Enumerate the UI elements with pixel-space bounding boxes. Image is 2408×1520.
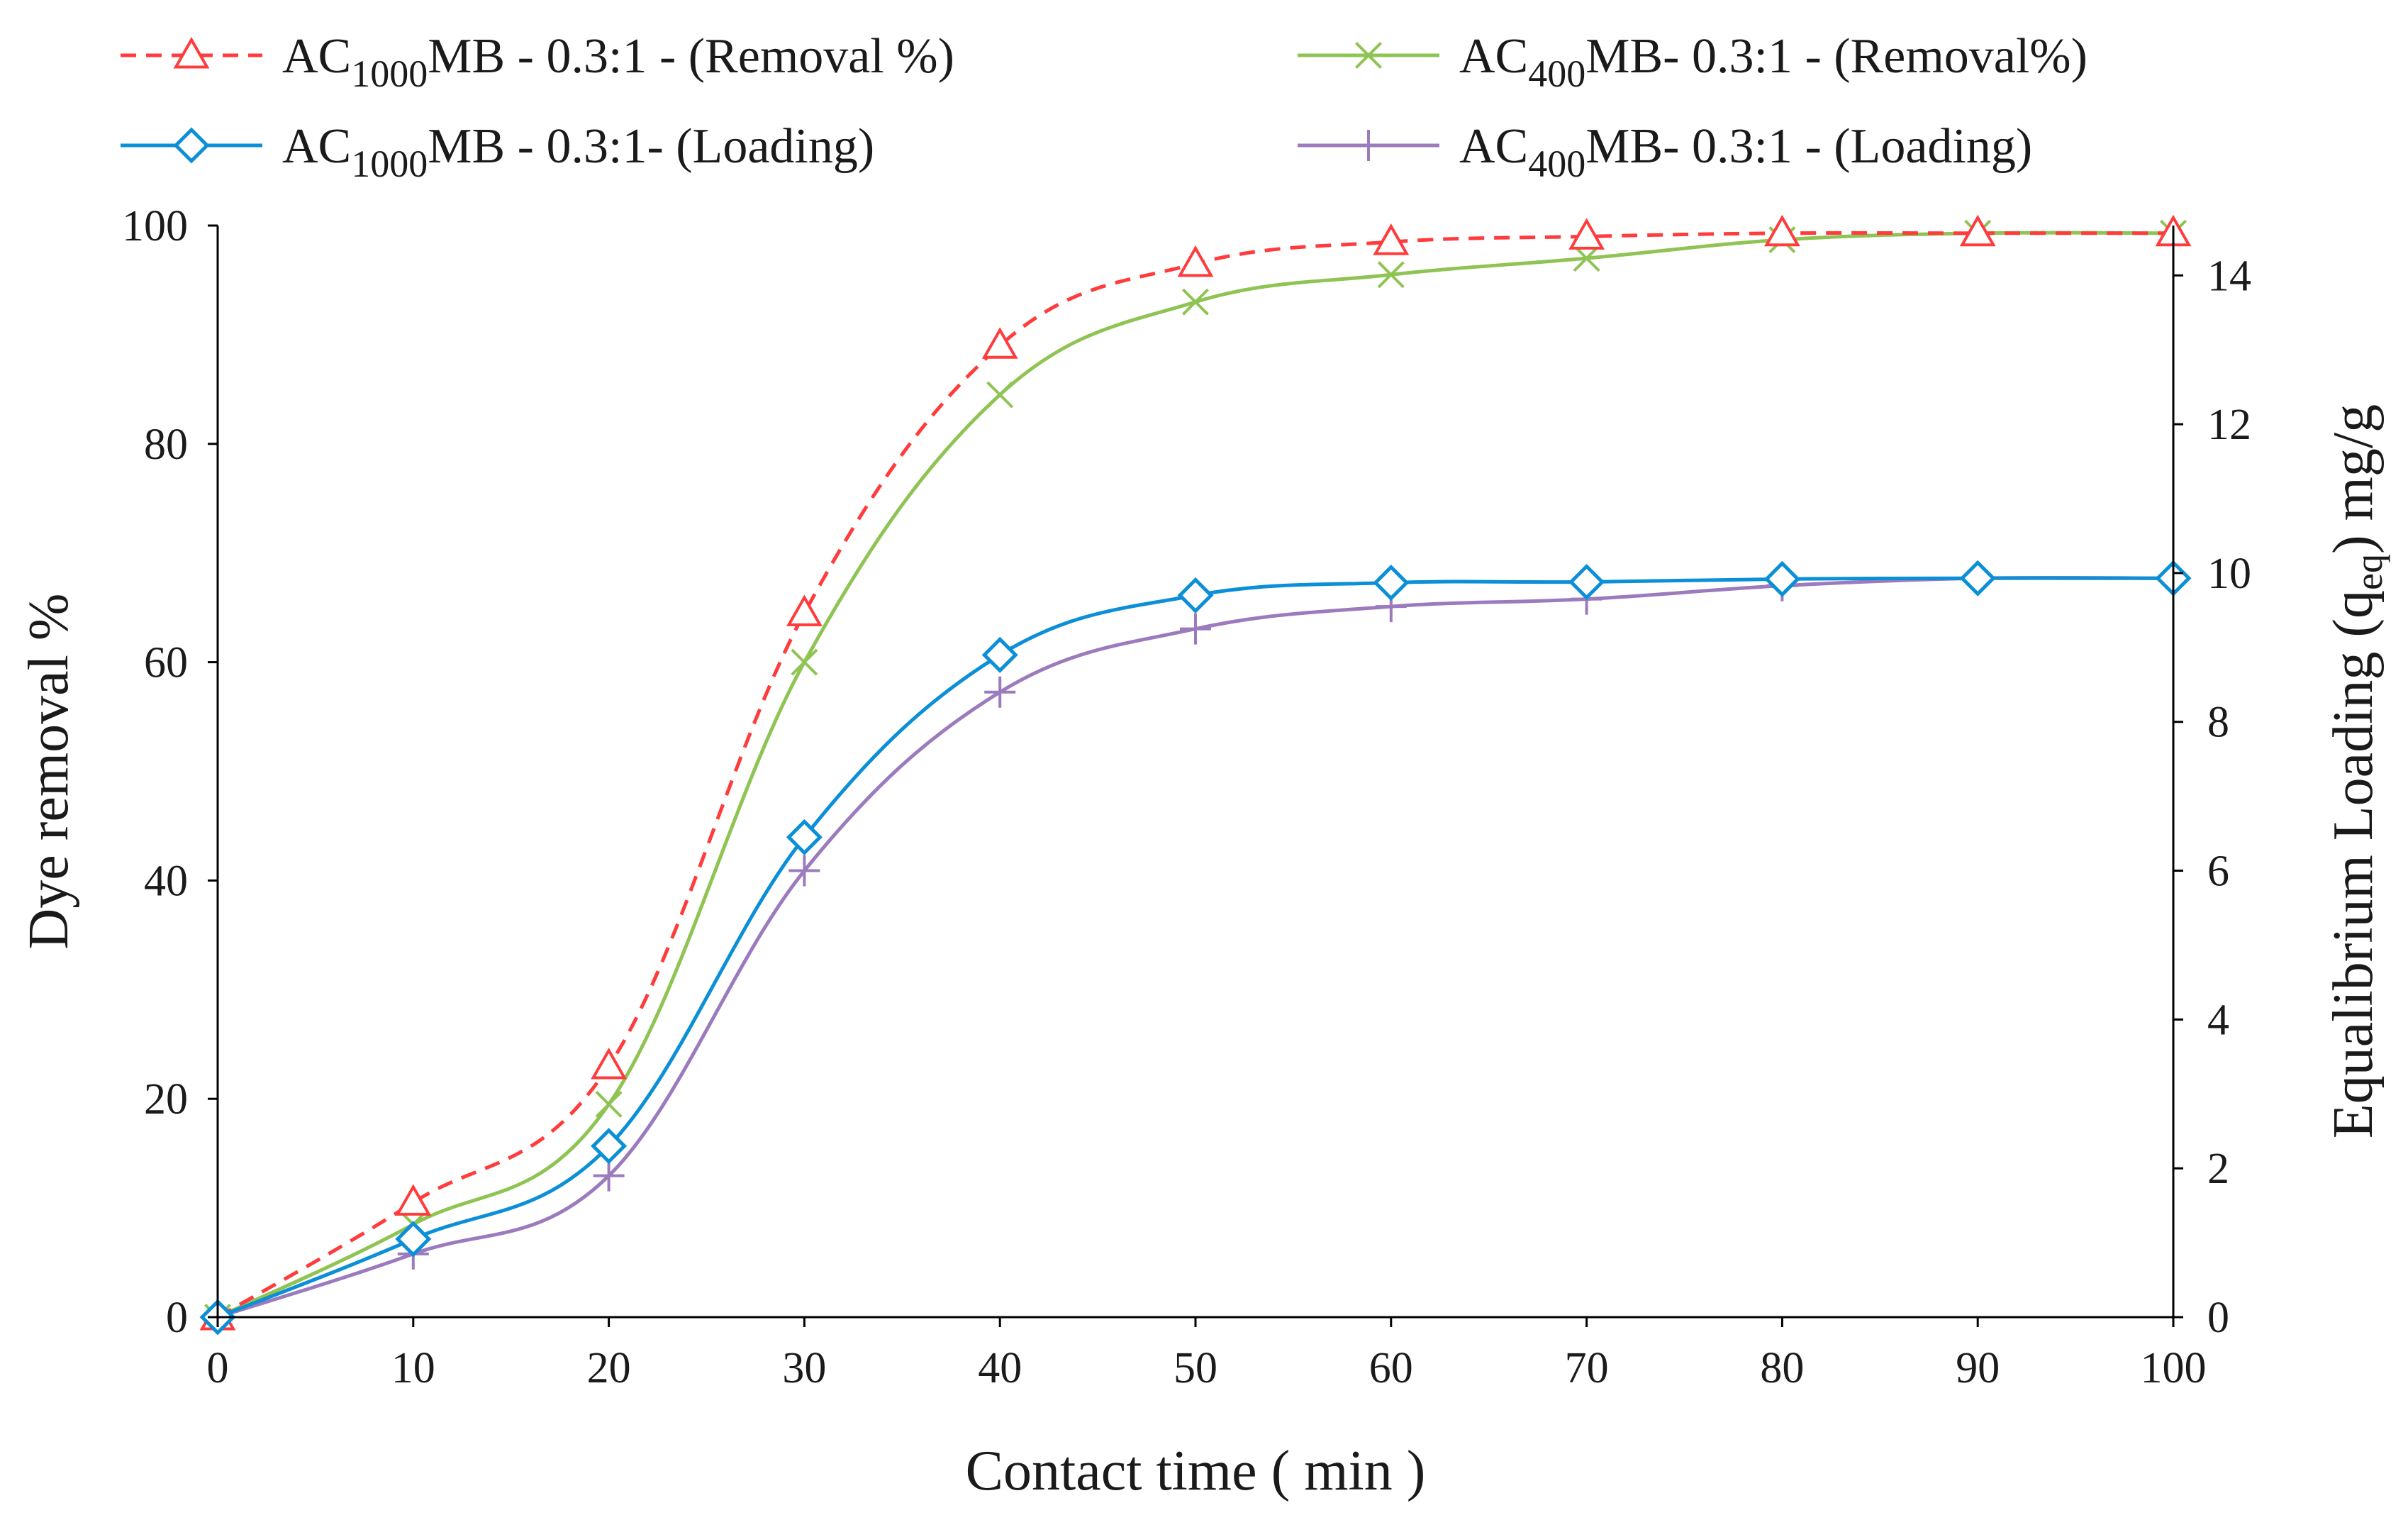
- triangle-marker: [1959, 214, 1996, 247]
- x-tick-label: 10: [391, 1344, 435, 1392]
- y-tick-label: 100: [122, 202, 188, 250]
- legend-label-sub: 400: [1528, 52, 1585, 95]
- diamond-marker: [1177, 577, 1214, 614]
- legend-label: AC1000MB - 0.3:1 - (Removal %): [282, 29, 954, 95]
- diamond-marker: [981, 636, 1018, 673]
- x-marker: [1573, 245, 1600, 272]
- plus-marker: [1180, 613, 1211, 645]
- y2-axis-title-sub: eq: [2348, 554, 2390, 590]
- legend-item: AC1000MB - 0.3:1 - (Removal %): [121, 29, 954, 95]
- x-tick-label: 50: [1174, 1344, 1217, 1392]
- x-tick-label: 0: [207, 1344, 229, 1392]
- legend-label-rest: MB - 0.3:1 - (Removal %): [428, 29, 954, 84]
- x-marker: [595, 1090, 623, 1118]
- x-tick-label: 60: [1369, 1344, 1413, 1392]
- triangle-marker: [1763, 214, 1800, 247]
- triangle-marker: [1373, 223, 1410, 255]
- diamond-marker: [1763, 560, 1800, 597]
- diamond-marker: [395, 1221, 432, 1258]
- diamond-marker: [591, 1128, 628, 1165]
- triangle-marker: [1568, 218, 1605, 250]
- triangle-marker: [1177, 245, 1214, 277]
- series-line: [217, 576, 2174, 1319]
- series-line: [216, 231, 2174, 1319]
- diamond-marker: [173, 127, 210, 164]
- legend-label: AC400MB- 0.3:1 - (Loading): [1459, 119, 2032, 185]
- legend-label-sub: 1000: [351, 52, 428, 95]
- x-marker: [791, 648, 818, 676]
- y2-tick-label: 4: [2207, 996, 2229, 1044]
- series-1: [199, 560, 2192, 1336]
- series-line: [217, 575, 2174, 1319]
- y2-tick-label: 12: [2207, 401, 2251, 449]
- x-marker: [1377, 261, 1405, 289]
- legend-label-sub: 1000: [351, 143, 428, 185]
- x-marker: [1181, 288, 1210, 316]
- diamond-marker: [1373, 565, 1410, 601]
- triangle-marker: [591, 1047, 628, 1080]
- series-3: [202, 562, 2189, 1333]
- triangle-marker: [173, 36, 210, 69]
- x-tick-label: 80: [1760, 1344, 1804, 1392]
- x-axis-title: Contact time ( min ): [966, 1440, 1426, 1502]
- x-tick-label: 40: [978, 1344, 1022, 1392]
- x-marker: [1354, 41, 1383, 70]
- series-2: [204, 219, 2187, 1331]
- plus-marker: [593, 1160, 625, 1192]
- y-tick-label: 20: [144, 1075, 188, 1124]
- y2-axis-title: Equalibrium Loading (qeq) mg/g: [2322, 404, 2390, 1138]
- legend-label-sub: 400: [1528, 143, 1585, 185]
- y-tick-label: 80: [144, 421, 188, 469]
- legend-item: AC400MB- 0.3:1 - (Removal%): [1298, 29, 2088, 95]
- legend-label-prefix: AC: [1459, 119, 1528, 174]
- diamond-marker: [1568, 563, 1605, 601]
- x-tick-label: 20: [587, 1344, 631, 1392]
- plus-marker: [788, 855, 820, 887]
- legend-item: AC1000MB - 0.3:1- (Loading): [121, 119, 874, 185]
- legend-label-prefix: AC: [282, 119, 351, 174]
- y2-axis-title-main: Equalibrium Loading (q: [2322, 590, 2385, 1138]
- axes: 0 10 20 30 40 50 60 70 80 90 100020406080100024681…: [122, 202, 2251, 1392]
- diamond-marker: [1959, 560, 1996, 597]
- y-tick-label: 60: [144, 639, 188, 687]
- y2-tick-label: 10: [2207, 550, 2251, 598]
- legend-label: AC400MB- 0.3:1 - (Removal%): [1459, 29, 2088, 95]
- triangle-marker: [395, 1184, 432, 1216]
- series-line: [216, 231, 2173, 1319]
- plus-marker: [1353, 130, 1384, 161]
- legend: AC1000MB - 0.3:1 - (Removal %) AC400MB- 0…: [121, 29, 2088, 185]
- x-tick-label: 70: [1565, 1344, 1609, 1392]
- triangle-marker: [981, 327, 1018, 359]
- legend-label-prefix: AC: [1459, 29, 1528, 84]
- y2-tick-label: 14: [2207, 252, 2251, 300]
- x-tick-label: 100: [2141, 1344, 2207, 1392]
- y2-tick-label: 0: [2207, 1294, 2229, 1342]
- legend-label-prefix: AC: [282, 29, 351, 84]
- x-tick-label: 90: [1956, 1344, 2000, 1392]
- legend-label-rest: MB- 0.3:1 - (Loading): [1585, 119, 2032, 174]
- y-axis-title: Dye removal %: [18, 593, 80, 949]
- y2-axis-title-unit: ) mg/g: [2322, 404, 2385, 554]
- legend-label: AC1000MB - 0.3:1- (Loading): [282, 119, 874, 185]
- legend-label-rest: MB- 0.3:1 - (Removal%): [1585, 29, 2088, 84]
- plus-marker: [984, 676, 1016, 708]
- y2-tick-label: 8: [2207, 699, 2229, 747]
- y2-tick-label: 2: [2207, 1145, 2229, 1193]
- legend-label-rest: MB - 0.3:1- (Loading): [428, 119, 874, 174]
- y2-tick-label: 6: [2207, 848, 2229, 896]
- x-tick-label: 30: [782, 1344, 826, 1392]
- series-0: [199, 214, 2192, 1331]
- y-tick-label: 0: [166, 1294, 188, 1342]
- legend-item: AC400MB- 0.3:1 - (Loading): [1298, 119, 2032, 185]
- y-tick-label: 40: [144, 857, 188, 905]
- series-layer: [199, 214, 2192, 1336]
- triangle-marker: [786, 594, 823, 626]
- diamond-marker: [786, 819, 823, 855]
- x-marker: [986, 381, 1014, 409]
